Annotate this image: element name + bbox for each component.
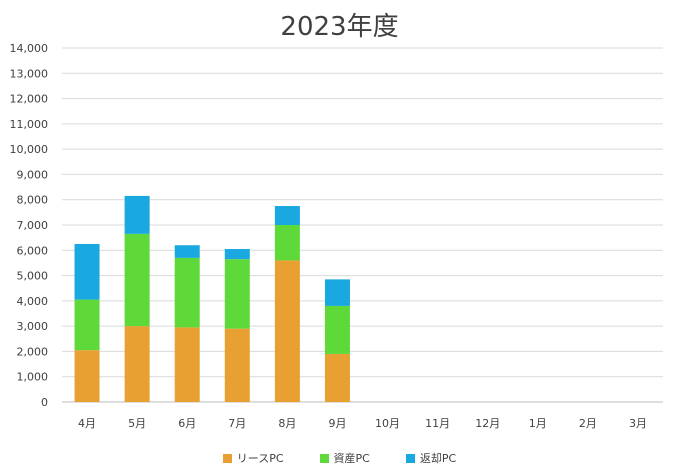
legend-swatch-lease [222,453,232,463]
bar-segment [124,195,150,234]
x-tick-label: 6月 [178,417,196,430]
bar-segment [274,260,300,402]
legend-label-lease: リースPC [236,452,284,465]
legend: リースPC 資産PC 返却PC [0,450,679,466]
y-tick-label: 6,000 [17,244,49,257]
bar-segment [274,225,300,261]
y-tick-label: 7,000 [17,219,49,232]
x-tick-label: 7月 [228,417,246,430]
y-tick-label: 11,000 [10,118,49,131]
x-tick-label: 12月 [475,417,500,430]
bar-segment [74,350,100,402]
x-tick-label: 5月 [128,417,146,430]
y-tick-label: 4,000 [17,295,49,308]
bar-segment [124,233,150,327]
bar-segment [324,305,350,354]
x-tick-label: 2月 [579,417,597,430]
chart-title: 2023年度 [280,12,399,42]
legend-label-returned: 返却PC [419,452,457,465]
y-tick-label: 10,000 [10,143,49,156]
y-tick-label: 1,000 [17,371,49,384]
bar-segment [174,257,200,328]
legend-item-lease: リースPC [222,450,284,466]
y-tick-label: 0 [41,396,48,409]
bar-segment [74,299,100,351]
x-tick-label: 4月 [78,417,96,430]
bar-segment [224,249,250,260]
x-tick-label: 8月 [278,417,296,430]
y-tick-label: 14,000 [10,42,49,55]
legend-swatch-returned [405,453,415,463]
y-tick-label: 9,000 [17,168,49,181]
bar-segment [224,259,250,329]
y-tick-label: 8,000 [17,194,49,207]
legend-swatch-asset [319,453,329,463]
y-tick-label: 3,000 [17,320,49,333]
bar-segment [174,327,200,402]
legend-item-returned: 返却PC [405,450,457,466]
bar-segment [224,328,250,402]
x-tick-label: 9月 [328,417,346,430]
bar-segment [74,243,100,300]
y-tick-label: 2,000 [17,345,49,358]
bar-segment [174,245,200,258]
bar-segment [274,206,300,225]
x-tick-label: 3月 [629,417,647,430]
bar-segment [324,279,350,306]
x-tick-label: 11月 [425,417,450,430]
bar-segment [124,326,150,402]
x-tick-label: 10月 [375,417,400,430]
legend-label-asset: 資産PC [333,452,370,465]
y-tick-label: 13,000 [10,67,49,80]
legend-item-asset: 資産PC [319,450,370,466]
x-tick-label: 1月 [529,417,547,430]
y-tick-label: 12,000 [10,93,49,106]
bar-segment [324,353,350,402]
y-tick-label: 5,000 [17,270,49,283]
